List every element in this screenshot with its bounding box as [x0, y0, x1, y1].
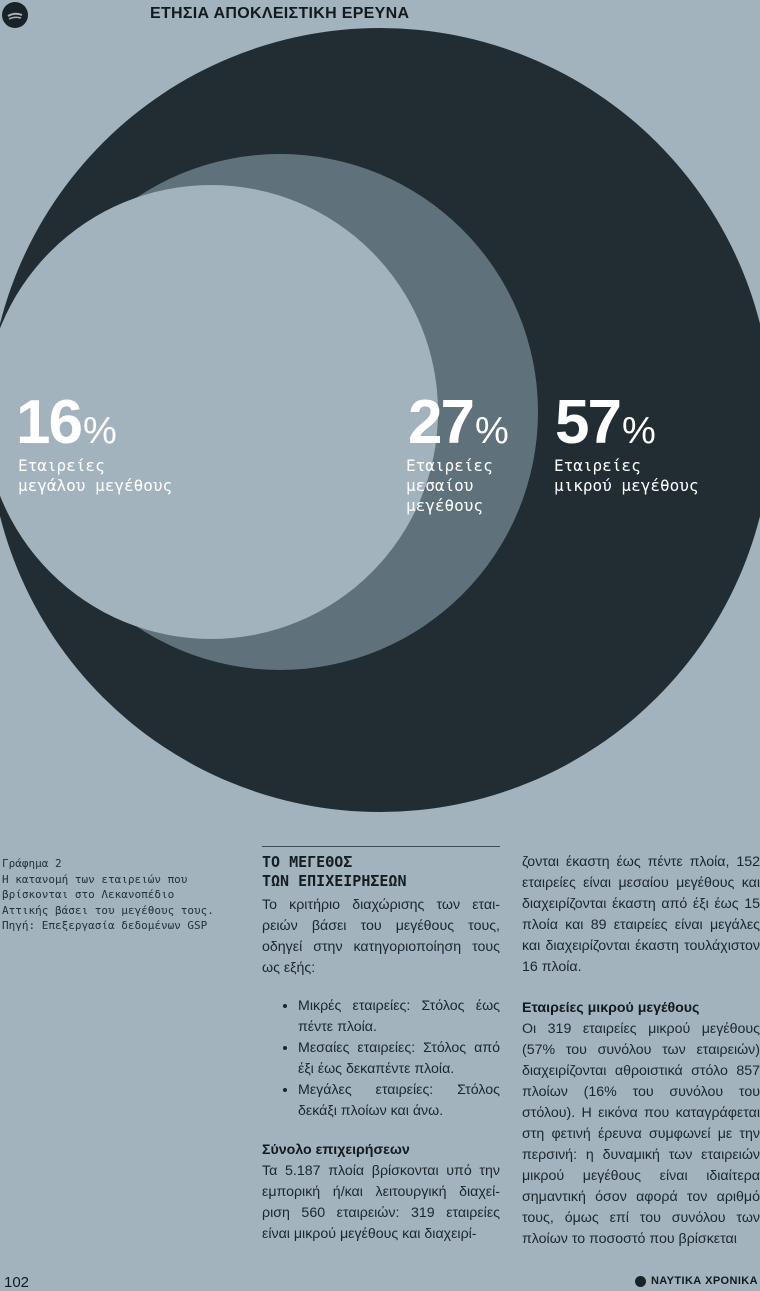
- pct-label-large-line: μεγάλου μεγέθους: [18, 476, 173, 495]
- pct-medium-number: 27: [408, 388, 475, 457]
- caption-line: Η κατανομή των εταιρειών που: [2, 872, 188, 886]
- list-item: Μεσαίες εταιρείες: Στόλος από έξι έως δε…: [298, 1038, 500, 1080]
- article-column-2: ζονται έκαστη έως πέντε πλοία, 152 εταιρ…: [522, 852, 760, 1250]
- pct-label-large-line: Εταιρείες: [18, 456, 105, 475]
- pct-value-medium: 27%: [408, 392, 509, 454]
- caption-line: Αττικής βάσει του μεγέθους τους.: [2, 903, 214, 917]
- caption-line: βρίσκονται στο Λεκανοπέδιο: [2, 888, 175, 901]
- section-title-line: ΤΟ ΜΕΓΕΘΟΣ: [262, 853, 353, 871]
- footer-brand: ΝΑΥΤΙΚΑ ΧΡΟΝΙΚΑ: [634, 1275, 758, 1287]
- chart-caption: Γράφημα 2 Η κατανομή των εταιρειών που β…: [2, 856, 237, 934]
- pct-label-medium-line: μεγέθους: [406, 496, 484, 515]
- pct-small-sign: %: [621, 410, 656, 452]
- total-companies-paragraph: Τα 5.187 πλοία βρίσκονται υπό την εμπορι…: [262, 1163, 500, 1242]
- list-item: Μεγάλες εταιρείες: Στόλος δεκάξι πλοίων …: [298, 1080, 500, 1122]
- section-divider: [262, 846, 500, 847]
- pct-label-small: Εταιρείες μικρού μεγέθους: [554, 456, 699, 496]
- section-title-line: ΤΩΝ ΕΠΙΧΕΙΡΗΣΕΩΝ: [262, 872, 407, 890]
- pct-small-number: 57: [555, 388, 622, 457]
- pct-label-medium: Εταιρείες μεσαίου μεγέθους: [406, 456, 493, 516]
- pct-value-large: 16%: [16, 392, 117, 454]
- continuation-paragraph: ζονται έκαστη έως πέντε πλοία, 152 εταιρ…: [522, 854, 760, 975]
- header-title: ΕΤΗΣΙΑ ΑΠΟΚΛΕΙΣΤΙΚΗ ΕΡΕΥΝΑ: [150, 5, 410, 22]
- intro-paragraph: Το κριτήριο διαχώρισης των εται-ρειών βά…: [262, 897, 500, 976]
- size-criteria-list: Μικρές εταιρείες: Στόλος έως πέντε πλοία…: [262, 996, 500, 1122]
- pct-large-sign: %: [82, 410, 117, 452]
- total-companies-heading: Σύνολο επιχειρήσεων: [262, 1142, 410, 1158]
- brand-logo-icon: [2, 2, 28, 28]
- caption-line: Πηγή: Επεξεργασία δεδομένων GSP: [2, 919, 208, 932]
- pct-label-medium-line: μεσαίου: [406, 476, 474, 495]
- pct-label-medium-line: Εταιρείες: [406, 456, 493, 475]
- pct-medium-sign: %: [474, 410, 509, 452]
- brand-mini-logo-icon: [634, 1275, 646, 1287]
- pct-value-small: 57%: [555, 392, 656, 454]
- small-companies-paragraph: Οι 319 εταιρείες μικρού μεγέθους (57% το…: [522, 1021, 760, 1247]
- segment-circle-large-companies: [0, 185, 438, 639]
- pct-label-large: Εταιρείες μεγάλου μεγέθους: [18, 456, 172, 496]
- pct-large-number: 16: [16, 388, 83, 457]
- page-number: 102: [4, 1274, 30, 1291]
- section-title: ΤΟ ΜΕΓΕΘΟΣ ΤΩΝ ΕΠΙΧΕΙΡΗΣΕΩΝ: [262, 853, 407, 891]
- article-column-1: Το κριτήριο διαχώρισης των εται-ρειών βά…: [262, 895, 500, 1245]
- small-companies-heading: Εταιρείες μικρού μεγέθους: [522, 1000, 700, 1016]
- pct-label-small-line: μικρού μεγέθους: [554, 476, 699, 495]
- list-item: Μικρές εταιρείες: Στόλος έως πέντε πλοία…: [298, 996, 500, 1038]
- pct-label-small-line: Εταιρείες: [554, 456, 641, 475]
- footer-brand-name: ΝΑΥΤΙΚΑ ΧΡΟΝΙΚΑ: [650, 1275, 758, 1287]
- caption-line: Γράφημα 2: [2, 857, 62, 870]
